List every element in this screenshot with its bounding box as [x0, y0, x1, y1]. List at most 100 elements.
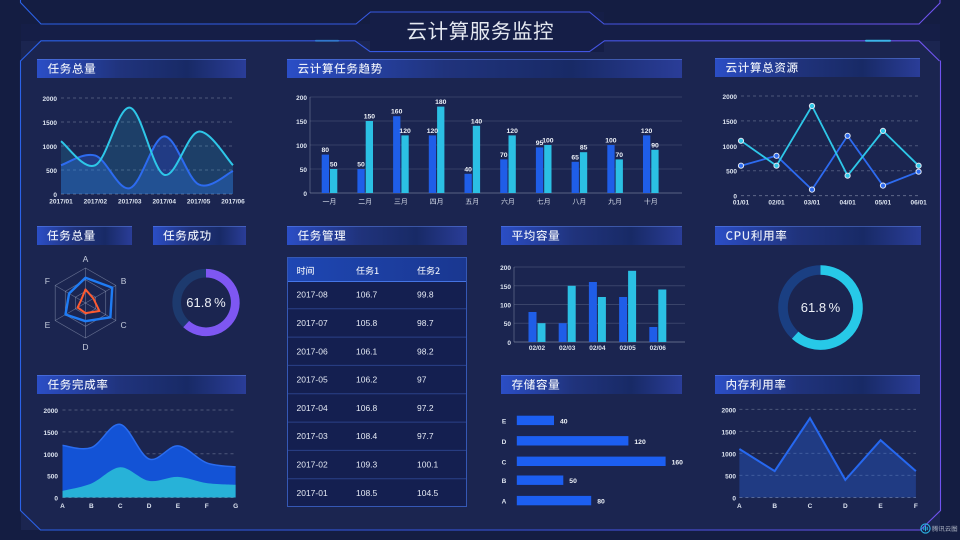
svg-text:200: 200: [500, 265, 511, 272]
svg-text:E: E: [502, 418, 507, 425]
svg-text:E: E: [878, 503, 883, 510]
svg-text:2017-05: 2017-05: [297, 374, 328, 384]
svg-text:2017/05: 2017/05: [187, 199, 211, 206]
svg-text:50: 50: [569, 478, 577, 485]
svg-text:0: 0: [733, 194, 737, 201]
svg-text:2017-07: 2017-07: [297, 318, 328, 328]
svg-text:2000: 2000: [722, 407, 737, 414]
svg-text:80: 80: [597, 499, 605, 506]
svg-text:120: 120: [399, 128, 411, 135]
svg-text:2017/06: 2017/06: [221, 199, 245, 206]
svg-text:500: 500: [46, 168, 57, 175]
svg-text:97.2: 97.2: [417, 402, 434, 412]
svg-text:1000: 1000: [44, 452, 59, 459]
svg-text:99.8: 99.8: [417, 289, 434, 299]
svg-text:03/01: 03/01: [804, 200, 821, 207]
svg-text:40: 40: [560, 418, 568, 425]
svg-text:180: 180: [435, 99, 447, 106]
svg-text:2017/01: 2017/01: [49, 199, 73, 206]
svg-text:1500: 1500: [723, 119, 738, 126]
svg-text:108.5: 108.5: [356, 487, 378, 497]
svg-text:E: E: [45, 320, 51, 330]
svg-text:100: 100: [296, 143, 307, 150]
svg-text:04/01: 04/01: [839, 200, 856, 207]
svg-text:02/01: 02/01: [768, 200, 785, 207]
svg-text:2000: 2000: [44, 408, 59, 415]
svg-text:109.3: 109.3: [356, 459, 378, 469]
svg-text:160: 160: [672, 459, 684, 466]
svg-text:02/03: 02/03: [559, 345, 576, 352]
svg-text:150: 150: [500, 284, 511, 291]
svg-text:0: 0: [303, 191, 307, 198]
svg-text:06/01: 06/01: [910, 200, 927, 207]
svg-text:61.8 %: 61.8 %: [186, 295, 226, 310]
svg-text:100: 100: [605, 138, 617, 145]
svg-text:02/04: 02/04: [589, 345, 606, 352]
svg-text:05/01: 05/01: [875, 200, 892, 207]
svg-text:G: G: [233, 503, 238, 510]
svg-text:500: 500: [725, 473, 736, 480]
svg-text:A: A: [737, 503, 742, 510]
svg-text:B: B: [772, 503, 777, 510]
svg-text:D: D: [147, 503, 152, 510]
svg-text:2017-04: 2017-04: [297, 402, 328, 412]
svg-text:80: 80: [322, 147, 330, 154]
svg-text:C: C: [502, 459, 507, 466]
svg-text:160: 160: [391, 109, 403, 116]
svg-text:F: F: [45, 276, 50, 286]
svg-text:50: 50: [300, 167, 308, 174]
svg-text:2017/03: 2017/03: [118, 199, 142, 206]
svg-text:50: 50: [504, 321, 512, 328]
svg-text:100: 100: [542, 138, 554, 145]
svg-text:120: 120: [641, 128, 653, 135]
svg-text:50: 50: [330, 162, 338, 169]
svg-text:C: C: [808, 503, 813, 510]
svg-text:150: 150: [364, 114, 376, 121]
svg-text:1000: 1000: [723, 144, 738, 151]
svg-text:0: 0: [54, 496, 58, 503]
svg-text:2017/02: 2017/02: [84, 199, 108, 206]
svg-text:1500: 1500: [43, 120, 58, 127]
svg-text:02/06: 02/06: [650, 345, 667, 352]
svg-text:02/02: 02/02: [529, 345, 546, 352]
svg-text:F: F: [914, 503, 918, 510]
svg-text:D: D: [502, 439, 507, 446]
svg-text:70: 70: [616, 152, 624, 159]
svg-text:A: A: [502, 499, 507, 506]
svg-text:B: B: [502, 478, 507, 485]
svg-text:2017-08: 2017-08: [297, 289, 328, 299]
svg-text:C: C: [121, 320, 127, 330]
svg-text:D: D: [843, 503, 848, 510]
svg-text:F: F: [205, 503, 209, 510]
svg-text:98.2: 98.2: [417, 346, 434, 356]
svg-text:108.4: 108.4: [356, 431, 378, 441]
svg-text:106.8: 106.8: [356, 402, 378, 412]
svg-text:0: 0: [732, 496, 736, 503]
svg-text:120: 120: [634, 439, 646, 446]
svg-text:2017-03: 2017-03: [297, 431, 328, 441]
svg-text:97.7: 97.7: [417, 431, 434, 441]
svg-text:500: 500: [726, 169, 737, 176]
svg-text:D: D: [82, 342, 88, 352]
svg-text:90: 90: [651, 142, 659, 149]
svg-text:2017/04: 2017/04: [152, 199, 176, 206]
svg-text:2017-02: 2017-02: [297, 459, 328, 469]
svg-text:106.1: 106.1: [356, 346, 378, 356]
svg-text:2017-01: 2017-01: [297, 487, 328, 497]
svg-text:02/05: 02/05: [619, 345, 636, 352]
svg-text:104.5: 104.5: [417, 487, 439, 497]
svg-text:95: 95: [536, 140, 544, 147]
svg-text:0: 0: [507, 340, 511, 347]
svg-text:01/01: 01/01: [733, 200, 750, 207]
svg-text:2017-06: 2017-06: [297, 346, 328, 356]
svg-text:85: 85: [580, 145, 588, 152]
svg-text:106.7: 106.7: [356, 289, 378, 299]
svg-text:500: 500: [47, 474, 58, 481]
svg-text:1500: 1500: [722, 429, 737, 436]
svg-text:50: 50: [357, 162, 365, 169]
svg-text:120: 120: [427, 128, 439, 135]
svg-text:120: 120: [507, 128, 519, 135]
svg-text:106.2: 106.2: [356, 374, 378, 384]
svg-text:A: A: [60, 503, 65, 510]
svg-text:97: 97: [417, 374, 427, 384]
